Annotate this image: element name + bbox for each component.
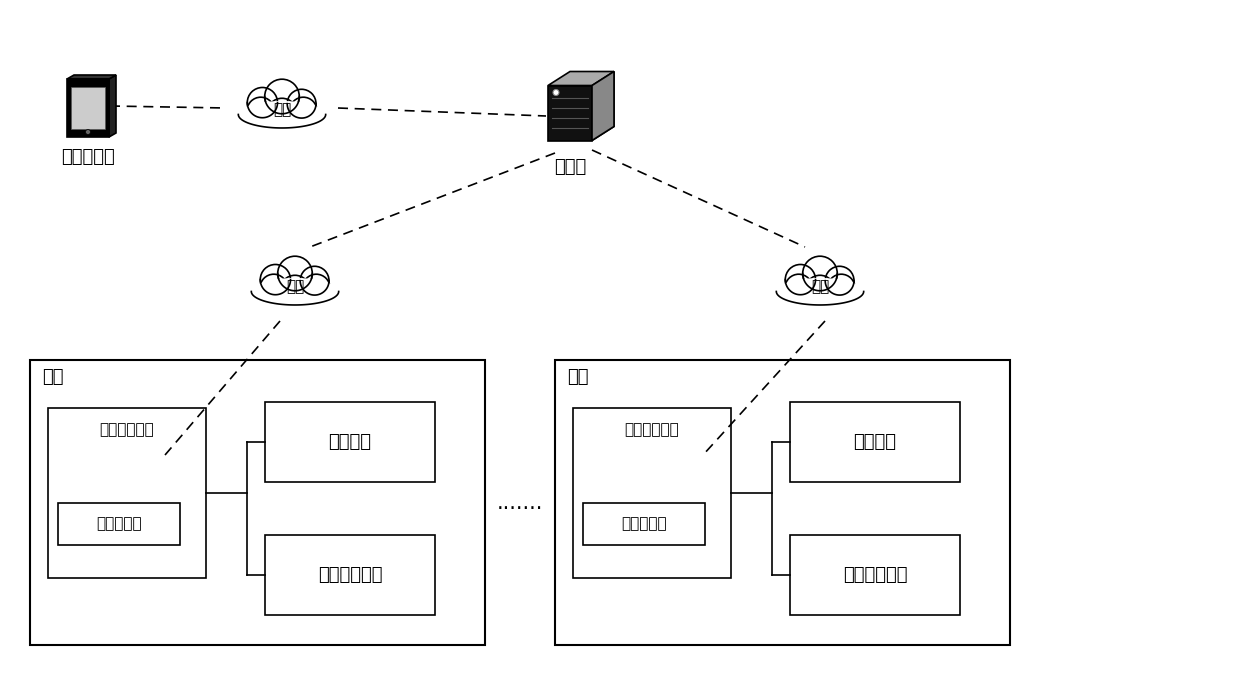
Circle shape [290,97,317,125]
Ellipse shape [252,278,338,305]
Ellipse shape [239,101,326,128]
Text: 公用终端设备: 公用终端设备 [99,423,155,438]
Ellipse shape [240,96,325,126]
Circle shape [553,90,559,95]
Text: 门店: 门店 [42,368,63,386]
Circle shape [828,274,855,301]
FancyBboxPatch shape [584,503,705,545]
Circle shape [825,266,854,295]
Circle shape [247,97,274,125]
Polygon shape [548,71,615,86]
FancyBboxPatch shape [67,79,109,137]
Text: 车库系统: 车库系统 [328,433,372,451]
Circle shape [265,79,300,114]
Text: 第二客户端: 第二客户端 [97,516,141,532]
Circle shape [287,89,316,118]
Circle shape [85,129,90,134]
Text: 钥匙管理系统: 钥匙管理系统 [317,566,383,584]
FancyBboxPatch shape [548,86,592,140]
FancyBboxPatch shape [48,408,206,578]
Circle shape [260,274,287,301]
Text: 第一客户端: 第一客户端 [61,148,115,166]
Ellipse shape [777,278,864,305]
Text: 网络: 网络 [273,103,291,118]
Text: 车库系统: 车库系统 [854,433,897,451]
Circle shape [786,264,815,295]
Text: 服务器: 服务器 [554,158,586,176]
Circle shape [302,274,330,301]
FancyBboxPatch shape [265,535,435,615]
Circle shape [786,274,813,301]
Text: 钥匙管理系统: 钥匙管理系统 [843,566,907,584]
FancyBboxPatch shape [790,402,960,482]
Circle shape [300,266,330,295]
Text: 第二客户端: 第二客户端 [621,516,667,532]
Circle shape [278,256,312,290]
Polygon shape [67,75,116,79]
Text: 网络: 网络 [286,279,304,295]
Ellipse shape [253,273,337,303]
Text: 公用终端设备: 公用终端设备 [624,423,679,438]
Ellipse shape [778,273,862,303]
Circle shape [266,98,297,129]
Circle shape [248,88,278,118]
Polygon shape [592,71,615,140]
Circle shape [280,275,310,306]
FancyBboxPatch shape [71,87,105,129]
Circle shape [803,256,838,290]
Circle shape [805,275,835,306]
Text: 网络: 网络 [810,279,829,295]
FancyBboxPatch shape [265,402,435,482]
Polygon shape [109,75,116,137]
FancyBboxPatch shape [572,408,731,578]
Circle shape [260,264,290,295]
FancyBboxPatch shape [555,360,1010,645]
FancyBboxPatch shape [58,503,180,545]
Polygon shape [592,71,615,140]
FancyBboxPatch shape [30,360,484,645]
FancyBboxPatch shape [790,535,960,615]
Text: 门店: 门店 [567,368,589,386]
Text: .......: ....... [497,493,543,512]
